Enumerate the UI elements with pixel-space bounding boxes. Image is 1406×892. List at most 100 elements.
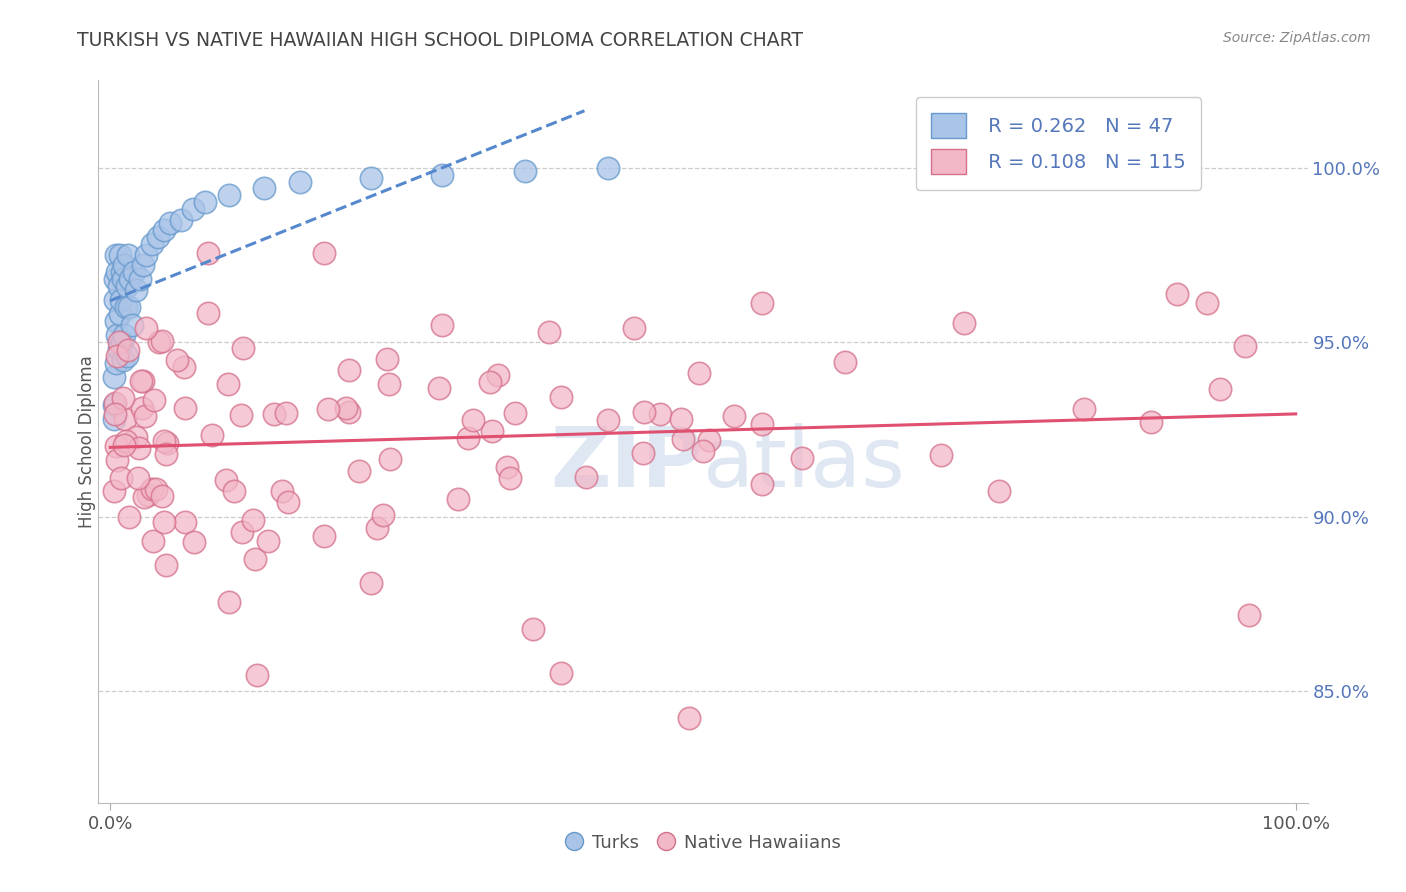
Point xyxy=(132,490,155,504)
Point xyxy=(110,471,132,485)
Point xyxy=(274,406,297,420)
Point xyxy=(242,513,264,527)
Point xyxy=(174,515,197,529)
Point xyxy=(115,349,138,363)
Point xyxy=(457,431,479,445)
Point xyxy=(751,477,773,491)
Point xyxy=(505,406,527,420)
Point xyxy=(988,483,1011,498)
Point xyxy=(103,398,125,412)
Point xyxy=(366,521,388,535)
Point xyxy=(194,195,217,210)
Point xyxy=(360,576,382,591)
Point xyxy=(931,448,953,462)
Point xyxy=(150,488,173,502)
Point xyxy=(132,258,155,272)
Point xyxy=(183,535,205,549)
Point xyxy=(174,401,197,416)
Point xyxy=(129,374,152,388)
Point xyxy=(671,412,693,426)
Point xyxy=(378,377,401,392)
Point xyxy=(118,300,141,314)
Point xyxy=(349,464,371,478)
Point xyxy=(312,529,335,543)
Point xyxy=(112,352,135,367)
Y-axis label: High School Diploma: High School Diploma xyxy=(79,355,96,528)
Point xyxy=(135,321,157,335)
Point xyxy=(575,470,598,484)
Legend: Turks, Native Hawaiians: Turks, Native Hawaiians xyxy=(558,826,848,859)
Point xyxy=(104,272,127,286)
Text: ZIP: ZIP xyxy=(551,423,703,504)
Point xyxy=(114,258,136,272)
Point xyxy=(103,370,125,384)
Point xyxy=(229,409,252,423)
Point xyxy=(127,471,149,485)
Point xyxy=(375,352,398,367)
Point xyxy=(337,363,360,377)
Point xyxy=(277,495,299,509)
Point xyxy=(104,396,127,410)
Point xyxy=(215,473,238,487)
Point xyxy=(256,533,278,548)
Point xyxy=(697,433,720,447)
Point xyxy=(378,452,401,467)
Point xyxy=(170,213,193,227)
Point xyxy=(142,533,165,548)
Point xyxy=(1140,415,1163,429)
Point xyxy=(1197,296,1219,310)
Point xyxy=(232,342,254,356)
Point xyxy=(253,181,276,195)
Point xyxy=(108,248,131,262)
Point xyxy=(111,265,134,279)
Point xyxy=(107,342,129,356)
Point xyxy=(432,318,454,332)
Point xyxy=(122,265,145,279)
Point xyxy=(197,305,219,319)
Point xyxy=(132,375,155,389)
Point xyxy=(672,433,695,447)
Point xyxy=(1233,339,1256,353)
Point xyxy=(155,558,177,573)
Text: TURKISH VS NATIVE HAWAIIAN HIGH SCHOOL DIPLOMA CORRELATION CHART: TURKISH VS NATIVE HAWAIIAN HIGH SCHOOL D… xyxy=(77,31,803,50)
Point xyxy=(245,552,267,566)
Point xyxy=(150,334,173,349)
Point xyxy=(115,279,138,293)
Point xyxy=(271,483,294,498)
Point xyxy=(633,446,655,460)
Point xyxy=(173,359,195,374)
Point xyxy=(114,300,136,314)
Point xyxy=(598,161,620,175)
Point xyxy=(117,248,139,262)
Point xyxy=(128,441,150,455)
Point xyxy=(107,279,129,293)
Point xyxy=(499,471,522,485)
Point xyxy=(141,237,163,252)
Point xyxy=(141,483,163,497)
Point xyxy=(111,334,134,349)
Point xyxy=(112,272,135,286)
Point xyxy=(181,202,204,217)
Point xyxy=(427,380,450,394)
Point xyxy=(105,349,128,363)
Point xyxy=(598,412,620,426)
Point xyxy=(751,296,773,310)
Point xyxy=(335,401,357,415)
Point xyxy=(105,314,128,328)
Point xyxy=(121,318,143,332)
Point xyxy=(337,405,360,419)
Point xyxy=(105,453,128,467)
Point xyxy=(1237,608,1260,623)
Point xyxy=(953,316,976,330)
Point xyxy=(166,353,188,368)
Point xyxy=(218,188,240,202)
Point xyxy=(105,265,128,279)
Point xyxy=(108,335,131,350)
Point xyxy=(153,515,176,529)
Point xyxy=(148,334,170,349)
Point xyxy=(114,412,136,426)
Point xyxy=(117,343,139,358)
Point xyxy=(105,328,128,343)
Point xyxy=(112,391,135,405)
Text: atlas: atlas xyxy=(703,423,904,504)
